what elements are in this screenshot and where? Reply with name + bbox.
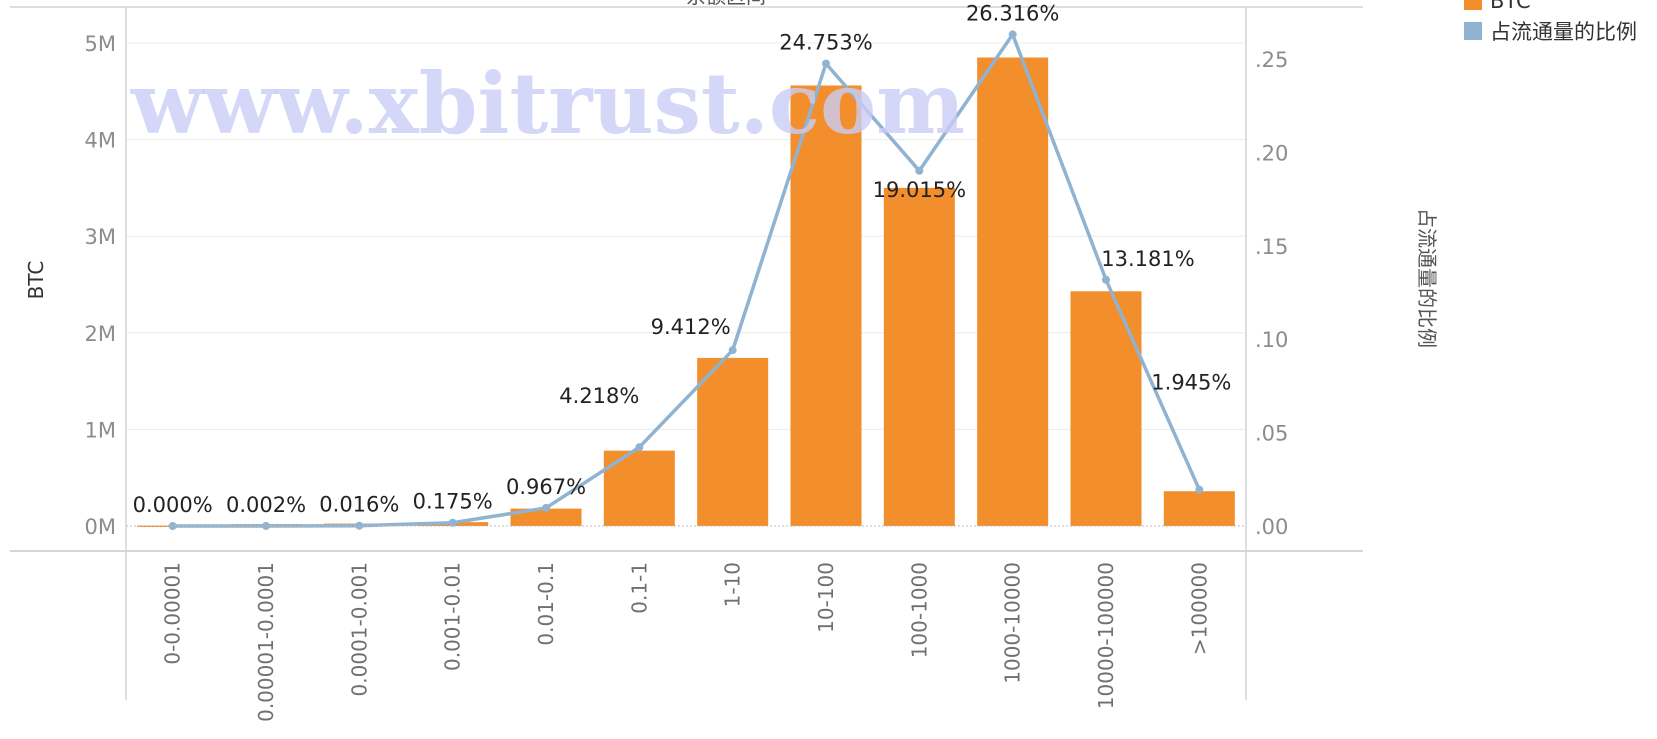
data-labels: 0.000% 0.002% 0.016% 0.175% 0.967% 4.218% 9.41… (133, 1, 1232, 517)
legend-label-btc: BTC (1490, 0, 1531, 13)
axes-frame (10, 6, 1363, 700)
ratio-data-label-11: 1.945% (1151, 371, 1231, 395)
ratio-data-label-4: 0.967% (506, 475, 586, 499)
ratio-data-label-0: 0.000% (133, 493, 213, 517)
ratio-data-label-9: 26.316% (966, 1, 1059, 25)
y-right-tick-label-1: .05 (1255, 422, 1288, 446)
bars (137, 57, 1235, 528)
ratio-data-label-6: 9.412% (651, 315, 731, 339)
ratio-point-5 (635, 443, 644, 452)
y-right-tick-label-5: .25 (1255, 48, 1288, 72)
ratio-data-label-8: 19.015% (873, 178, 966, 202)
y-right-tick-label-4: .20 (1255, 141, 1288, 165)
ratio-data-label-10: 13.181% (1101, 247, 1194, 271)
ratio-point-6 (728, 346, 737, 355)
bar-4 (510, 508, 582, 526)
ratio-point-0 (168, 522, 177, 530)
x-tick-label-2: 0.0001-0.001 (347, 562, 371, 696)
y-tick-label-0: 0M (85, 515, 116, 539)
ratio-data-label-3: 0.175% (413, 490, 493, 514)
left-axis-ticks: 0M 1M 2M 3M 4M 5M (85, 32, 116, 539)
y-tick-label-2: 2M (85, 322, 116, 346)
x-tick-label-0: 0-0.00001 (161, 562, 185, 665)
legend-swatch-ratio (1464, 22, 1482, 40)
legend-item-ratio: 占流通量的比例 (1464, 16, 1637, 46)
ratio-data-label-5: 4.218% (559, 384, 639, 408)
x-tick-label-1: 0.00001-0.0001 (254, 562, 278, 722)
ratio-data-label-7: 24.753% (779, 31, 872, 55)
category-ticks: 0-0.00001 0.00001-0.0001 0.0001-0.001 0.001… (161, 562, 1212, 722)
x-tick-label-6: 1-10 (721, 562, 745, 607)
ratio-point-3 (448, 518, 457, 527)
ratio-point-8 (915, 166, 924, 175)
bar-8 (883, 187, 955, 526)
y-right-tick-label-3: .15 (1255, 235, 1288, 259)
chart-title: 余额区间 (686, 0, 766, 8)
y-tick-label-4: 4M (85, 129, 116, 153)
y-axis-title-right: 占流通量的比例 (1415, 208, 1439, 348)
x-tick-label-10: 10000-100000 (1094, 562, 1118, 709)
ratio-point-10 (1102, 275, 1110, 284)
y-right-tick-label-2: .10 (1255, 328, 1288, 352)
bar-11 (1163, 491, 1235, 526)
watermark: www.xbitrust.com (130, 54, 965, 153)
x-tick-label-3: 0.001-0.01 (441, 562, 465, 671)
legend: BTC 占流通量的比例 (1464, 0, 1637, 46)
bar-7 (790, 85, 862, 526)
x-tick-label-8: 100-1000 (907, 562, 931, 658)
x-tick-label-7: 10-100 (814, 562, 838, 633)
gridlines (126, 42, 1246, 430)
ratio-point-7 (822, 59, 830, 68)
legend-item-btc: BTC (1464, 0, 1637, 16)
ratio-point-9 (1008, 30, 1017, 39)
y-tick-label-3: 3M (85, 225, 116, 249)
right-axis-ticks: .00 .05 .10 .15 .20 .25 (1255, 48, 1288, 539)
bar-9 (977, 57, 1049, 527)
legend-label-ratio: 占流通量的比例 (1490, 20, 1637, 44)
y-right-tick-label-0: .00 (1255, 515, 1288, 539)
y-tick-label-5: 5M (85, 32, 116, 56)
ratio-data-label-2: 0.016% (319, 493, 399, 517)
x-tick-label-11: >100000 (1187, 562, 1211, 655)
bar-10 (1070, 291, 1142, 526)
x-tick-label-5: 0.1-1 (627, 562, 651, 614)
y-tick-label-1: 1M (85, 418, 116, 442)
legend-swatch-btc (1464, 0, 1482, 10)
ratio-point-4 (542, 503, 550, 512)
y-axis-title: BTC (24, 261, 48, 300)
bar-6 (697, 357, 769, 526)
x-tick-label-4: 0.01-0.1 (534, 562, 558, 646)
x-tick-label-9: 1000-10000 (1001, 562, 1025, 684)
ratio-data-label-1: 0.002% (226, 493, 306, 517)
ratio-point-11 (1195, 485, 1204, 494)
